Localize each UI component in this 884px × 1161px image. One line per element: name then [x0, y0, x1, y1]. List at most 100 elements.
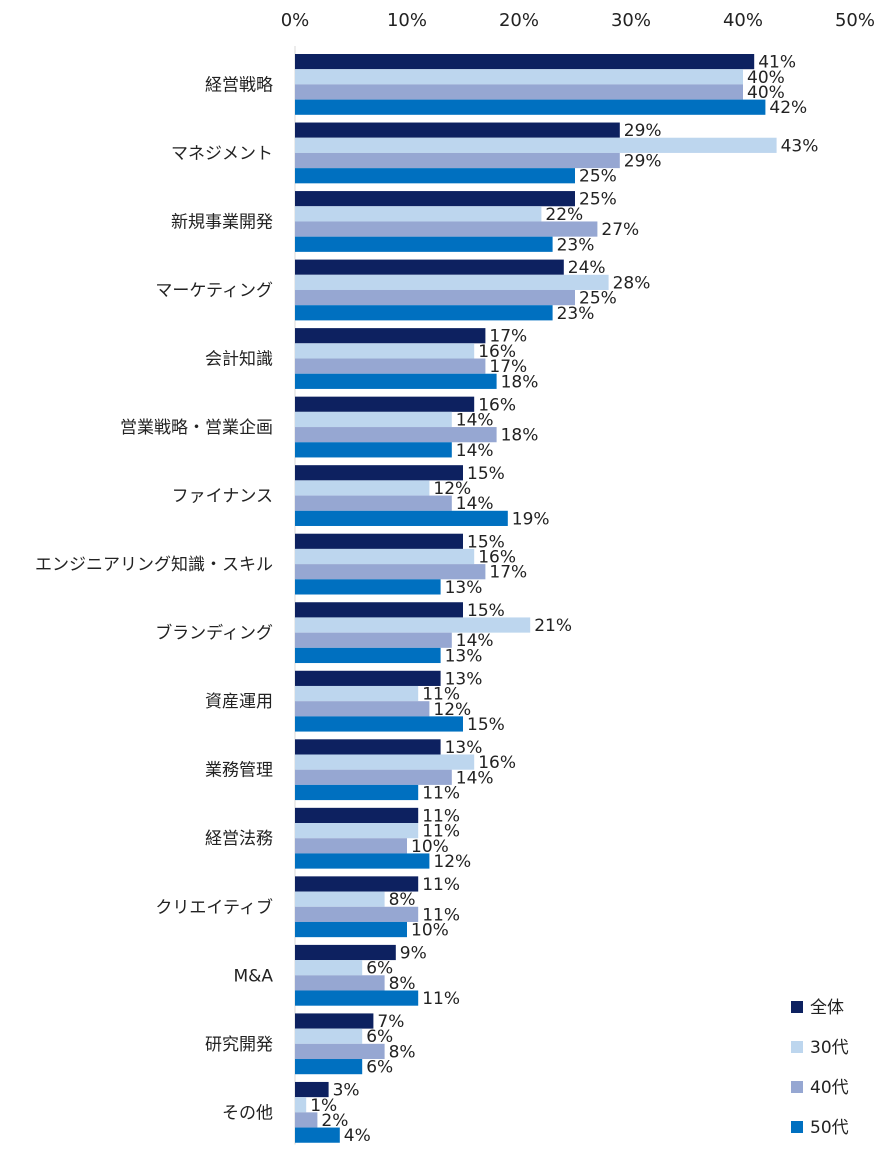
data-label: 23%: [557, 235, 595, 255]
category-label: クリエイティブ: [155, 897, 273, 918]
data-label: 10%: [411, 837, 449, 857]
category-labels: 経営戦略マネジメント新規事業開発マーケティング会計知識営業戦略・営業企画ファイナ…: [35, 75, 273, 1123]
data-label: 40%: [747, 68, 785, 88]
category-label: M&A: [233, 966, 273, 986]
data-label: 23%: [557, 304, 595, 324]
bar: [295, 373, 497, 389]
data-label: 16%: [478, 342, 516, 362]
bar: [295, 1127, 340, 1143]
bars: [295, 54, 777, 1143]
category-label: 資産運用: [205, 692, 273, 712]
data-label: 2%: [321, 1111, 348, 1131]
data-label: 14%: [456, 631, 494, 651]
bar: [295, 921, 407, 938]
data-label: 13%: [445, 646, 483, 666]
data-label: 29%: [624, 121, 662, 141]
category-label: その他: [222, 1103, 273, 1123]
bar: [295, 122, 620, 138]
category-label: 会計知識: [205, 350, 273, 370]
bar: [295, 99, 766, 115]
bar: [295, 853, 430, 869]
category-label: 営業戦略・営業企画: [120, 418, 273, 438]
bar: [295, 343, 475, 359]
data-label: 25%: [579, 167, 617, 187]
bar: [295, 1097, 307, 1113]
data-label: 25%: [579, 289, 617, 309]
data-labels: 41%40%40%42%29%43%29%25%25%22%27%23%24%2…: [310, 53, 818, 1147]
data-label: 11%: [422, 685, 460, 705]
category-label: 経営戦略: [205, 75, 273, 95]
category-label: 研究開発: [205, 1035, 273, 1055]
data-label: 27%: [601, 220, 639, 240]
data-label: 10%: [411, 921, 449, 941]
legend-label: 30代: [810, 1038, 849, 1058]
bar: [295, 769, 452, 785]
bar: [295, 411, 452, 428]
data-label: 8%: [389, 890, 416, 910]
category-label: 業務管理: [205, 761, 273, 781]
bar: [295, 906, 419, 922]
data-label: 17%: [489, 563, 527, 583]
data-label: 16%: [478, 395, 516, 415]
bar: [295, 69, 743, 85]
category-label: ブランディング: [155, 623, 273, 644]
category-label: 経営法務: [205, 829, 273, 849]
data-label: 11%: [422, 822, 460, 842]
legend-label: 50代: [810, 1118, 849, 1138]
bar: [295, 838, 407, 854]
bar: [295, 152, 620, 169]
bar: [295, 168, 575, 184]
bar: [295, 548, 475, 565]
data-label: 43%: [781, 136, 819, 156]
bar: [295, 602, 463, 618]
bar: [295, 823, 419, 839]
bar: [295, 564, 486, 580]
x-tick-label: 50%: [835, 10, 875, 31]
bar: [295, 191, 575, 207]
x-tick-label: 30%: [611, 10, 651, 31]
data-label: 11%: [422, 905, 460, 925]
bar: [295, 442, 452, 458]
bar: [295, 221, 598, 237]
bar: [295, 54, 755, 70]
data-label: 29%: [624, 152, 662, 172]
data-label: 9%: [400, 943, 427, 963]
bar: [295, 701, 430, 717]
bar: [295, 137, 777, 153]
data-label: 40%: [747, 83, 785, 103]
category-label: マネジメント: [171, 144, 273, 164]
data-label: 14%: [456, 410, 494, 430]
data-label: 21%: [534, 616, 572, 636]
legend-swatch: [791, 1041, 803, 1053]
bar: [295, 891, 385, 907]
bar: [295, 480, 430, 496]
bar: [295, 617, 531, 633]
bar: [295, 716, 463, 732]
category-label: マーケティング: [155, 281, 273, 301]
category-label: エンジニアリング知識・スキル: [35, 555, 273, 575]
data-label: 6%: [366, 959, 393, 979]
data-label: 17%: [489, 327, 527, 347]
data-label: 25%: [579, 190, 617, 210]
x-tick-label: 20%: [499, 10, 539, 31]
bar: [295, 495, 452, 511]
bar: [295, 396, 475, 412]
legend-swatch: [791, 1081, 803, 1093]
legend-swatch: [791, 1121, 803, 1133]
data-label: 41%: [758, 53, 796, 73]
data-label: 16%: [478, 548, 516, 568]
bar: [295, 465, 463, 481]
data-label: 11%: [422, 784, 460, 804]
bar: [295, 685, 419, 702]
bar: [295, 328, 486, 344]
data-label: 14%: [456, 441, 494, 461]
data-label: 8%: [389, 1042, 416, 1062]
bar: [295, 632, 452, 648]
data-label: 19%: [512, 509, 550, 529]
bar: [295, 990, 419, 1006]
bar: [295, 84, 743, 100]
data-label: 13%: [445, 669, 483, 689]
x-tick-label: 10%: [387, 10, 427, 31]
data-label: 12%: [433, 700, 471, 720]
